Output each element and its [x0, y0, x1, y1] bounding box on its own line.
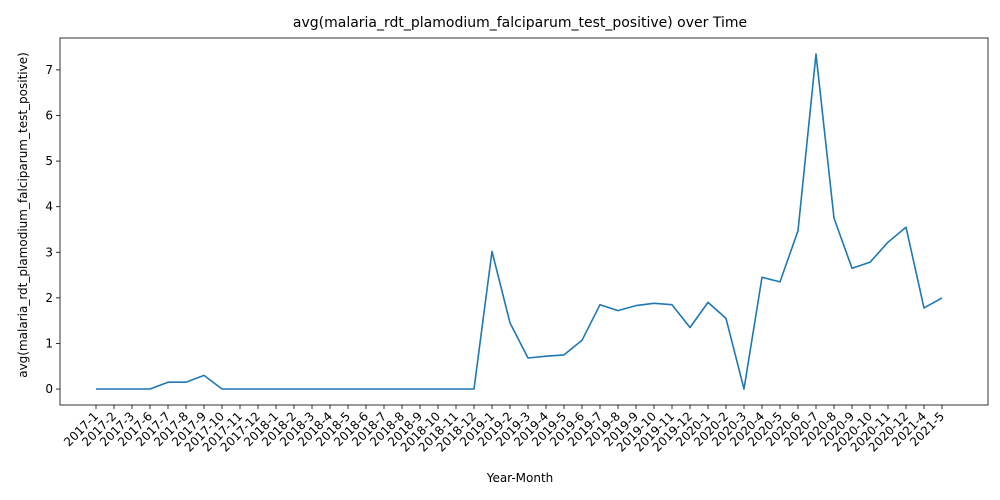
y-tick-label: 5 [45, 154, 53, 168]
y-tick-label: 0 [45, 382, 53, 396]
y-axis-title: avg(malaria_rdt_plamodium_falciparum_tes… [16, 52, 30, 378]
y-tick-label: 3 [45, 245, 53, 259]
y-tick-label: 4 [45, 200, 53, 214]
y-tick-label: 2 [45, 291, 53, 305]
chart-title: avg(malaria_rdt_plamodium_falciparum_tes… [293, 15, 747, 31]
y-tick-label: 7 [45, 63, 53, 77]
plot-frame [59, 37, 989, 406]
plot-area: 012345672017-12017-22017-32017-62017-720… [45, 37, 989, 455]
x-axis-title: Year-Month [486, 471, 554, 485]
y-tick-label: 1 [45, 336, 53, 350]
y-tick-label: 6 [45, 109, 53, 123]
series-line [96, 53, 943, 390]
